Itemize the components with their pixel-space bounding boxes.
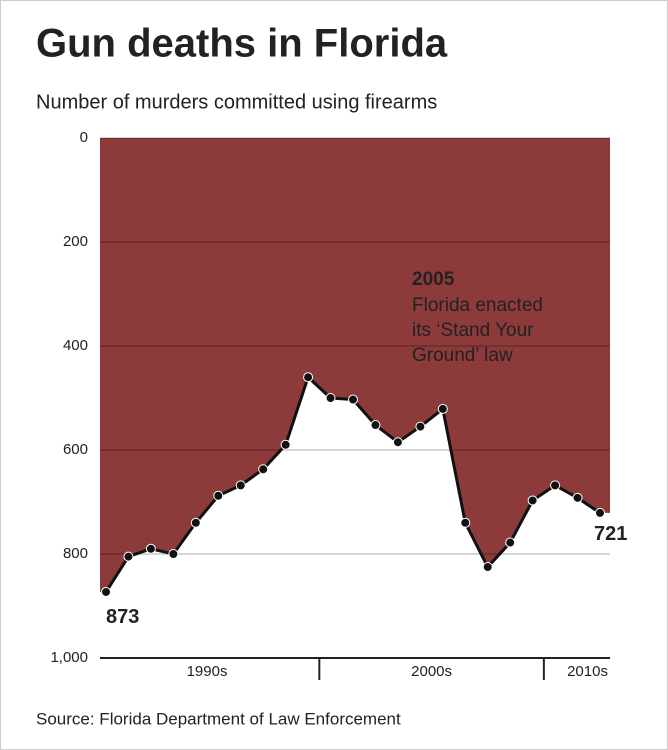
y-tick-label: 400	[63, 337, 88, 354]
y-tick-label: 800	[63, 545, 88, 562]
point	[572, 492, 583, 503]
source: Source: Florida Department of Law Enforc…	[36, 709, 401, 728]
area	[100, 138, 610, 592]
y-tick-label: 1,000	[50, 649, 88, 666]
point	[190, 517, 201, 528]
x-group-label: 2000s	[411, 663, 452, 680]
point	[258, 464, 269, 475]
point	[145, 543, 156, 554]
y-tick-label: 0	[80, 129, 88, 146]
point	[392, 437, 403, 448]
point	[550, 480, 561, 491]
value-label: 721	[594, 523, 627, 545]
point	[527, 495, 538, 506]
annotation-text: its ‘Stand Your	[412, 320, 534, 341]
point	[415, 421, 426, 432]
annotation-title: 2005	[412, 269, 455, 290]
point	[595, 507, 605, 518]
point	[325, 393, 336, 403]
point	[370, 420, 381, 431]
x-group-label: 1990s	[187, 663, 228, 680]
y-tick-label: 600	[63, 441, 88, 458]
point	[123, 551, 134, 562]
point	[213, 490, 224, 501]
point	[460, 517, 471, 528]
point	[235, 480, 246, 491]
chart-subtitle: Number of murders committed using firear…	[36, 91, 437, 113]
point	[280, 439, 291, 450]
value-label: 873	[106, 606, 139, 628]
point	[505, 537, 516, 548]
point	[348, 394, 358, 405]
point	[482, 562, 493, 572]
y-tick-label: 200	[63, 233, 88, 250]
point	[101, 586, 111, 597]
point	[437, 403, 448, 414]
x-group-label: 2010s	[567, 663, 608, 680]
annotation-text: Ground’ law	[412, 345, 513, 366]
chart-title: Gun deaths in Florida	[36, 22, 448, 66]
point	[168, 549, 179, 559]
point	[303, 372, 314, 383]
annotation-text: Florida enacted	[412, 295, 543, 316]
